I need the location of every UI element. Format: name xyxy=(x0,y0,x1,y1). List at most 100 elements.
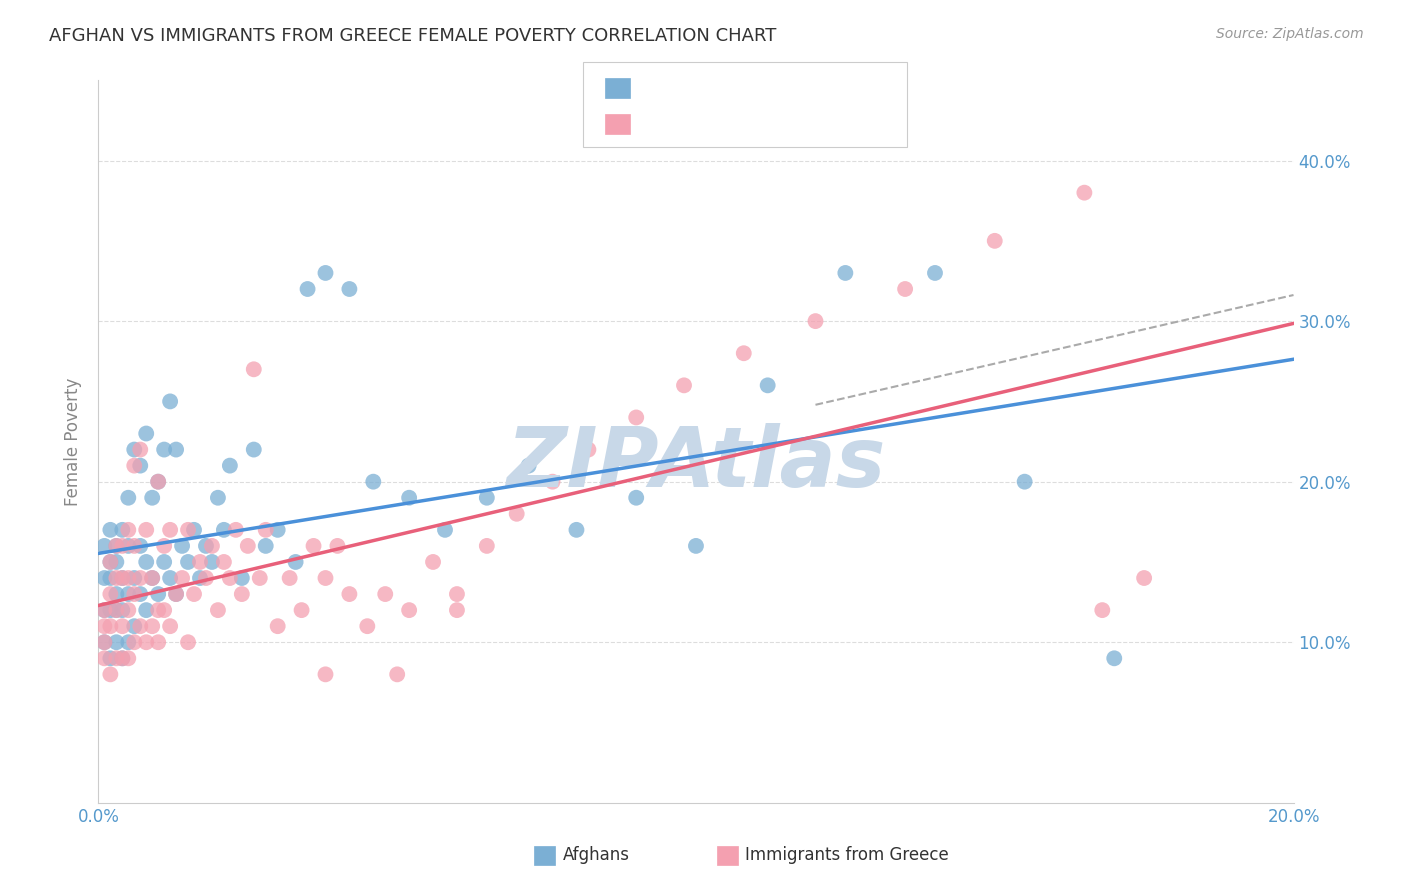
Point xyxy=(339,282,361,296)
Point xyxy=(93,635,115,649)
Point xyxy=(105,571,128,585)
Point xyxy=(117,523,139,537)
Point xyxy=(93,619,115,633)
Point xyxy=(93,603,115,617)
Point xyxy=(172,539,194,553)
Point xyxy=(148,603,170,617)
Point xyxy=(117,603,139,617)
Point xyxy=(984,234,1007,248)
Point xyxy=(93,571,115,585)
Point xyxy=(129,442,152,457)
Point xyxy=(148,475,170,489)
Point xyxy=(398,491,420,505)
Point xyxy=(291,603,314,617)
Point xyxy=(626,491,648,505)
Point xyxy=(148,587,170,601)
Point xyxy=(105,603,128,617)
Point xyxy=(111,603,134,617)
Point xyxy=(1133,571,1156,585)
Point xyxy=(93,651,115,665)
Point xyxy=(177,635,200,649)
Point xyxy=(243,362,266,376)
Point xyxy=(363,475,385,489)
Point xyxy=(475,491,498,505)
Point xyxy=(111,539,134,553)
Point xyxy=(111,571,134,585)
Point xyxy=(315,571,337,585)
Point xyxy=(1104,651,1126,665)
Point xyxy=(195,539,218,553)
Point xyxy=(219,458,242,473)
Point xyxy=(111,651,134,665)
Point xyxy=(98,651,122,665)
Point xyxy=(243,442,266,457)
Point xyxy=(1014,475,1036,489)
Point xyxy=(141,619,163,633)
Text: Afghans: Afghans xyxy=(562,847,630,864)
Point xyxy=(284,555,307,569)
Point xyxy=(267,619,290,633)
Point xyxy=(172,571,194,585)
Text: 83: 83 xyxy=(775,116,800,134)
Point xyxy=(124,619,146,633)
Point xyxy=(212,555,235,569)
Text: Source: ZipAtlas.com: Source: ZipAtlas.com xyxy=(1216,27,1364,41)
Point xyxy=(129,539,152,553)
Text: N =: N = xyxy=(740,80,779,98)
Point xyxy=(188,555,211,569)
Point xyxy=(159,571,181,585)
Point xyxy=(111,571,134,585)
Point xyxy=(129,619,152,633)
Point xyxy=(135,523,157,537)
Point xyxy=(98,619,122,633)
Y-axis label: Female Poverty: Female Poverty xyxy=(65,377,83,506)
Point xyxy=(159,619,181,633)
Point xyxy=(159,523,181,537)
Point xyxy=(434,523,457,537)
Point xyxy=(105,603,128,617)
Text: ZIPAtlas: ZIPAtlas xyxy=(506,423,886,504)
Point xyxy=(165,587,187,601)
Point xyxy=(834,266,856,280)
Text: 0.275: 0.275 xyxy=(673,80,730,98)
Point xyxy=(129,571,152,585)
Point xyxy=(117,491,139,505)
Point xyxy=(124,587,146,601)
Point xyxy=(626,410,648,425)
Point xyxy=(93,539,115,553)
Point xyxy=(385,667,409,681)
Point xyxy=(98,667,122,681)
Point xyxy=(129,587,152,601)
Point xyxy=(93,635,115,649)
Point xyxy=(249,571,271,585)
Point xyxy=(183,523,205,537)
Text: Immigrants from Greece: Immigrants from Greece xyxy=(745,847,949,864)
Point xyxy=(135,603,157,617)
Point xyxy=(153,539,176,553)
Text: R =: R = xyxy=(638,80,678,98)
Point xyxy=(135,426,157,441)
Point xyxy=(302,539,325,553)
Point xyxy=(98,571,122,585)
Point xyxy=(231,587,253,601)
Point xyxy=(98,603,122,617)
Point xyxy=(105,555,128,569)
Text: AFGHAN VS IMMIGRANTS FROM GREECE FEMALE POVERTY CORRELATION CHART: AFGHAN VS IMMIGRANTS FROM GREECE FEMALE … xyxy=(49,27,776,45)
Point xyxy=(159,394,181,409)
Point xyxy=(124,458,146,473)
Point xyxy=(148,635,170,649)
Point xyxy=(111,651,134,665)
Point xyxy=(141,571,163,585)
Point xyxy=(207,491,229,505)
Point xyxy=(315,667,337,681)
Point xyxy=(326,539,349,553)
Point xyxy=(1091,603,1114,617)
Point xyxy=(541,475,564,489)
Point xyxy=(124,635,146,649)
Point xyxy=(254,523,277,537)
Point xyxy=(105,651,128,665)
Point xyxy=(356,619,378,633)
Point xyxy=(894,282,917,296)
Point xyxy=(756,378,779,392)
Text: 71: 71 xyxy=(775,80,800,98)
